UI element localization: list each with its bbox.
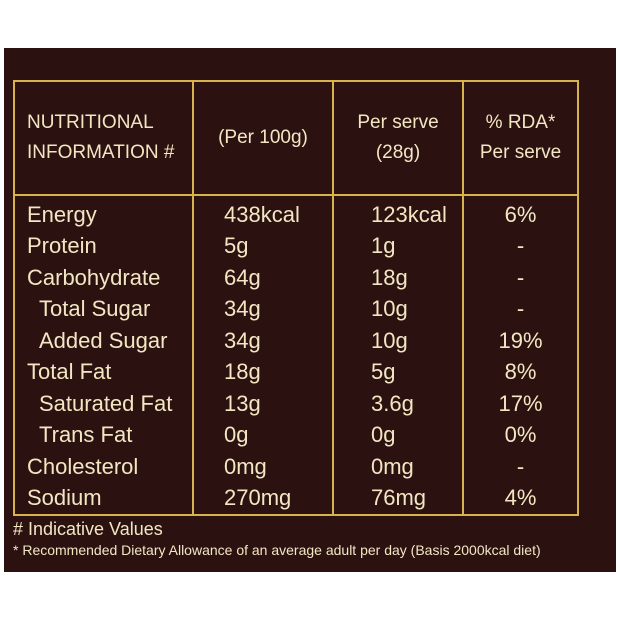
header-rda-line2: Per serve — [479, 142, 562, 163]
value-per-100g: 64g — [192, 262, 334, 294]
value-per-serve: 1g — [332, 230, 464, 262]
nutrition-table: NUTRITIONAL INFORMATION # (Per 100g) Per… — [13, 80, 579, 516]
value-per-100g: 0g — [192, 419, 334, 451]
value-per-100g: 18g — [192, 356, 334, 388]
nutrient-name: Total Fat — [13, 356, 194, 388]
table-row: Sodium 270mg 76mg 4% — [13, 482, 579, 515]
table-row: Cholesterol 0mg 0mg - — [13, 451, 579, 483]
header-nutritional-information: NUTRITIONAL INFORMATION # — [13, 80, 194, 196]
nutrient-name: Sodium — [13, 482, 194, 515]
nutrient-name: Trans Fat — [13, 419, 194, 451]
table-row: Carbohydrate 64g 18g - — [13, 262, 579, 294]
value-rda: - — [462, 262, 579, 294]
table-header-row: NUTRITIONAL INFORMATION # (Per 100g) Per… — [13, 80, 579, 196]
table-row: Added Sugar 34g 10g 19% — [13, 325, 579, 357]
header-per-serve-line2: (28g) — [375, 142, 421, 163]
table-row: Saturated Fat 13g 3.6g 17% — [13, 388, 579, 420]
value-per-serve: 10g — [332, 325, 464, 357]
value-per-serve: 0mg — [332, 451, 464, 483]
header-nutritional-line2: INFORMATION # — [27, 142, 175, 163]
nutrient-name: Added Sugar — [13, 325, 194, 357]
value-rda: 0% — [462, 419, 579, 451]
header-rda: % RDA* Per serve — [462, 80, 579, 196]
value-rda: 8% — [462, 356, 579, 388]
value-per-100g: 5g — [192, 230, 334, 262]
value-rda: - — [462, 230, 579, 262]
value-rda: 6% — [462, 195, 579, 231]
nutrient-name: Cholesterol — [13, 451, 194, 483]
header-per-serve: Per serve (28g) — [332, 80, 464, 196]
header-rda-line1: % RDA* — [485, 112, 556, 133]
table-row: Energy 438kcal 123kcal 6% — [13, 195, 579, 231]
footnote-rda-definition: * Recommended Dietary Allowance of an av… — [13, 542, 541, 558]
nutrient-name: Carbohydrate — [13, 262, 194, 294]
nutrient-name: Protein — [13, 230, 194, 262]
table-row: Total Sugar 34g 10g - — [13, 293, 579, 325]
value-per-100g: 34g — [192, 325, 334, 357]
value-per-100g: 13g — [192, 388, 334, 420]
value-per-serve: 0g — [332, 419, 464, 451]
table-row: Protein 5g 1g - — [13, 230, 579, 262]
value-per-100g: 438kcal — [192, 195, 334, 231]
footnote-indicative-values: # Indicative Values — [13, 519, 163, 539]
value-per-serve: 123kcal — [332, 195, 464, 231]
value-per-serve: 76mg — [332, 482, 464, 515]
nutrient-name: Saturated Fat — [13, 388, 194, 420]
value-rda: 17% — [462, 388, 579, 420]
table-row: Trans Fat 0g 0g 0% — [13, 419, 579, 451]
value-per-100g: 0mg — [192, 451, 334, 483]
value-rda: 19% — [462, 325, 579, 357]
header-per-serve-line1: Per serve — [357, 112, 439, 133]
value-per-100g: 270mg — [192, 482, 334, 515]
value-per-serve: 18g — [332, 262, 464, 294]
header-nutritional-line1: NUTRITIONAL — [27, 112, 154, 133]
table-row: Total Fat 18g 5g 8% — [13, 356, 579, 388]
value-rda: 4% — [462, 482, 579, 515]
value-per-serve: 3.6g — [332, 388, 464, 420]
value-per-100g: 34g — [192, 293, 334, 325]
footnotes: # Indicative Values * Recommended Dietar… — [13, 518, 541, 560]
value-rda: - — [462, 293, 579, 325]
header-per-100g: (Per 100g) — [192, 80, 334, 196]
value-rda: - — [462, 451, 579, 483]
nutrient-name: Energy — [13, 195, 194, 231]
nutrient-name: Total Sugar — [13, 293, 194, 325]
value-per-serve: 10g — [332, 293, 464, 325]
value-per-serve: 5g — [332, 356, 464, 388]
header-per-100g-label: (Per 100g) — [218, 127, 308, 148]
